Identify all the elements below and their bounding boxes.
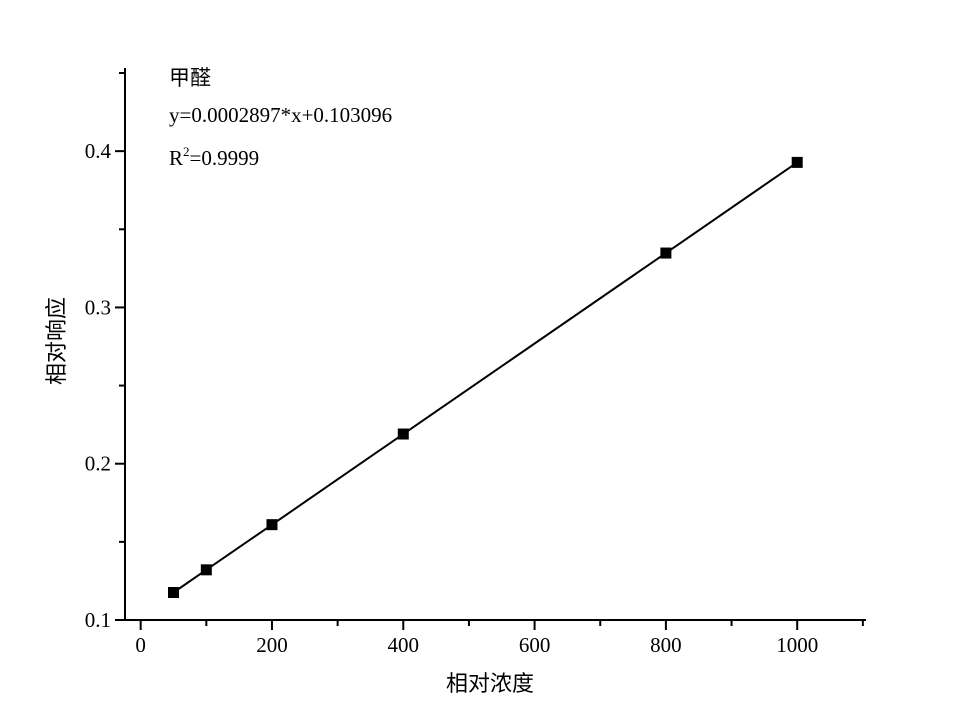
data-point-marker xyxy=(200,564,212,576)
annotation-block: 甲醛 y=0.0002897*x+0.103096 R2=0.9999 xyxy=(169,60,392,177)
y-axis-title: 相对响应 xyxy=(44,296,69,386)
x-tick-label: 0 xyxy=(135,633,146,657)
data-point-marker xyxy=(266,519,278,531)
r2-base: R xyxy=(169,146,184,170)
y-tick-label: 0.2 xyxy=(85,452,111,476)
x-tick-label: 1000 xyxy=(776,633,818,657)
y-tick-label: 0.3 xyxy=(85,295,111,319)
x-tick-label: 200 xyxy=(256,633,288,657)
x-axis-title: 相对浓度 xyxy=(445,671,535,696)
y-tick-label: 0.4 xyxy=(85,139,112,163)
data-point-marker xyxy=(791,156,803,168)
data-point-marker xyxy=(660,247,672,259)
data-point-marker xyxy=(168,586,180,598)
r2-value: =0.9999 xyxy=(189,146,260,170)
y-tick-label: 0.1 xyxy=(85,608,111,632)
annotation-r-squared: R2=0.9999 xyxy=(169,134,392,177)
x-tick-label: 800 xyxy=(650,633,682,657)
data-point-marker xyxy=(397,428,409,440)
x-tick-label: 400 xyxy=(388,633,420,657)
annotation-equation: y=0.0002897*x+0.103096 xyxy=(169,103,393,127)
r2-superscript: 2 xyxy=(183,144,190,159)
annotation-analyte: 甲醛 xyxy=(169,66,211,90)
x-tick-label: 600 xyxy=(519,633,551,657)
